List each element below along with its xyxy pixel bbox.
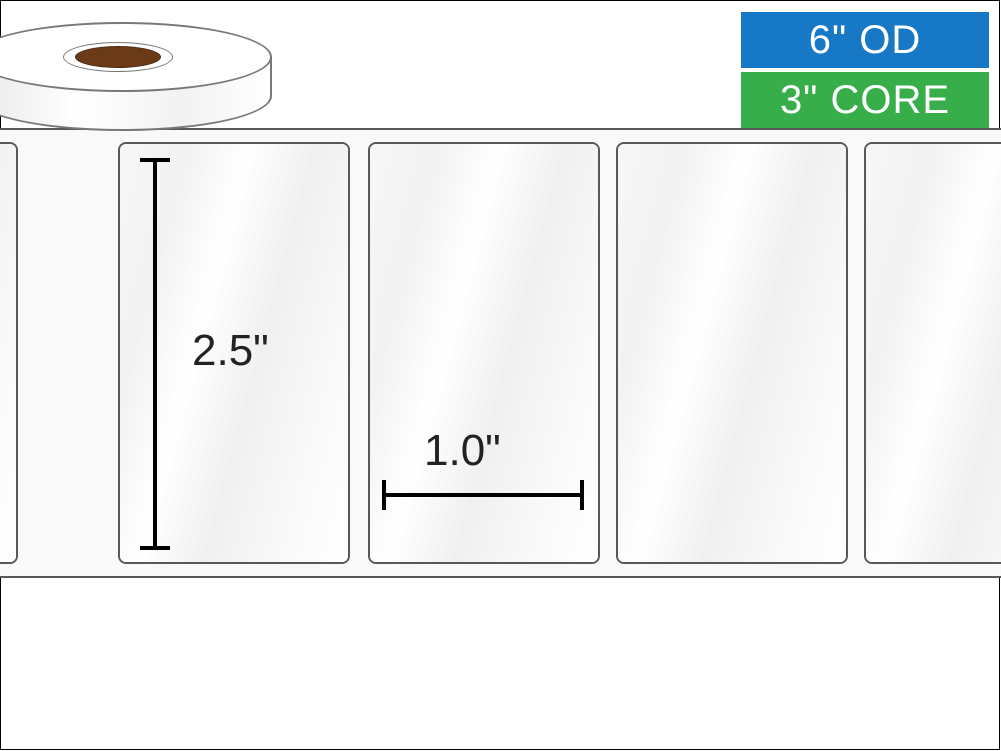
roll-core-hole	[75, 46, 161, 68]
label-sheen	[0, 144, 16, 562]
badge-outer-diameter: 6" OD	[741, 12, 989, 68]
dim-height-cap-top	[140, 158, 170, 162]
label-panel	[368, 142, 600, 564]
dim-width-line	[384, 493, 582, 497]
dim-width-label: 1.0"	[424, 426, 501, 476]
label-sheen	[370, 144, 598, 562]
label-panel	[616, 142, 848, 564]
label-sheen	[618, 144, 846, 562]
dim-width-cap-right	[580, 480, 584, 510]
spec-badges: 6" OD 3" CORE	[741, 12, 989, 128]
dim-height-cap-bottom	[140, 546, 170, 550]
label-panel	[0, 142, 18, 564]
dim-width-cap-left	[382, 480, 386, 510]
badge-core-size: 3" CORE	[741, 72, 989, 128]
label-sheen	[866, 144, 1001, 562]
dim-height-line	[153, 160, 157, 548]
dim-height-label: 2.5"	[192, 326, 269, 376]
label-panel	[864, 142, 1001, 564]
